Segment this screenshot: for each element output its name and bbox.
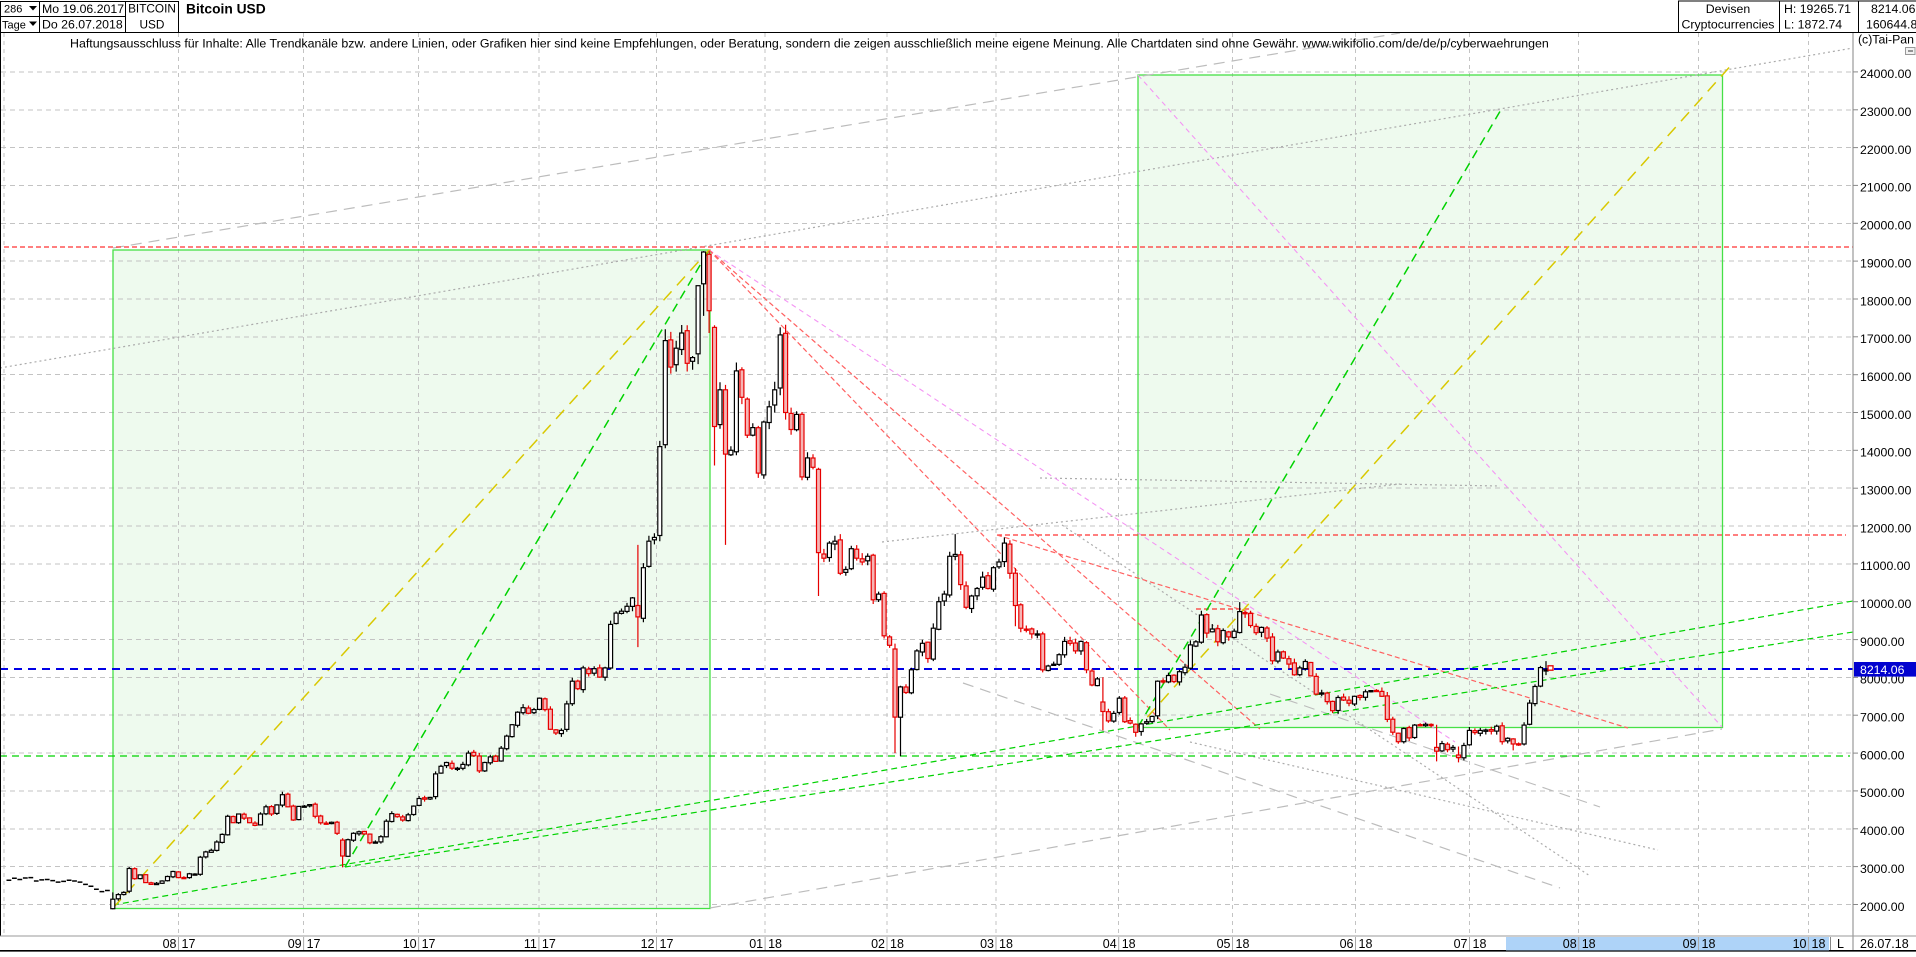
svg-text:08: 08 <box>1563 937 1577 951</box>
svg-text:Haftungsausschluss für Inhalte: Haftungsausschluss für Inhalte: Alle Tre… <box>70 37 1549 51</box>
svg-text:H: 19265.71: H: 19265.71 <box>1784 2 1851 16</box>
svg-text:Tage: Tage <box>2 19 26 31</box>
svg-text:24000.00: 24000.00 <box>1860 67 1911 81</box>
svg-text:10: 10 <box>403 937 417 951</box>
svg-text:L: 1872.74: L: 1872.74 <box>1784 18 1842 32</box>
svg-text:Bitcoin USD: Bitcoin USD <box>186 2 266 17</box>
svg-text:17: 17 <box>307 937 321 951</box>
svg-text:(c)Tai-Pan: (c)Tai-Pan <box>1858 33 1914 47</box>
svg-text:7000.00: 7000.00 <box>1860 711 1905 725</box>
svg-text:18: 18 <box>1812 937 1826 951</box>
svg-text:2000.00: 2000.00 <box>1860 900 1905 914</box>
svg-text:5000.00: 5000.00 <box>1860 786 1905 800</box>
svg-text:Mo 19.06.2017: Mo 19.06.2017 <box>42 2 124 16</box>
svg-text:18: 18 <box>890 937 904 951</box>
svg-text:07: 07 <box>1454 937 1468 951</box>
svg-text:18: 18 <box>768 937 782 951</box>
svg-text:L: L <box>1837 937 1844 951</box>
svg-text:17000.00: 17000.00 <box>1860 332 1911 346</box>
svg-text:17: 17 <box>660 937 674 951</box>
svg-text:18: 18 <box>1473 937 1487 951</box>
svg-text:18: 18 <box>1702 937 1716 951</box>
svg-text:19000.00: 19000.00 <box>1860 256 1911 270</box>
svg-text:13000.00: 13000.00 <box>1860 484 1911 498</box>
svg-text:18: 18 <box>1582 937 1596 951</box>
svg-text:04: 04 <box>1103 937 1117 951</box>
svg-text:01: 01 <box>749 937 763 951</box>
svg-text:18: 18 <box>1236 937 1250 951</box>
svg-text:20000.00: 20000.00 <box>1860 219 1911 233</box>
svg-text:11000.00: 11000.00 <box>1860 559 1911 573</box>
svg-text:11: 11 <box>524 937 537 951</box>
svg-text:Cryptocurrencies: Cryptocurrencies <box>1682 18 1775 32</box>
svg-text:Do 26.07.2018: Do 26.07.2018 <box>42 18 123 32</box>
svg-text:17: 17 <box>422 937 436 951</box>
svg-text:22000.00: 22000.00 <box>1860 143 1911 157</box>
svg-text:12000.00: 12000.00 <box>1860 521 1911 535</box>
svg-text:17: 17 <box>542 937 556 951</box>
svg-text:23000.00: 23000.00 <box>1860 105 1911 119</box>
svg-text:8214.06: 8214.06 <box>1860 663 1905 677</box>
svg-text:18: 18 <box>1359 937 1373 951</box>
svg-text:09: 09 <box>1683 937 1697 951</box>
svg-text:6000.00: 6000.00 <box>1860 748 1905 762</box>
svg-text:USD: USD <box>140 17 165 31</box>
svg-text:Devisen: Devisen <box>1706 2 1751 16</box>
svg-text:09: 09 <box>288 937 302 951</box>
svg-text:02: 02 <box>871 937 885 951</box>
svg-text:03: 03 <box>980 937 994 951</box>
svg-text:12: 12 <box>641 937 655 951</box>
svg-text:160644.8/: 160644.8/ <box>1866 18 1916 32</box>
svg-text:14000.00: 14000.00 <box>1860 446 1911 460</box>
svg-text:08: 08 <box>163 937 177 951</box>
svg-text:4000.00: 4000.00 <box>1860 824 1905 838</box>
svg-text:10000.00: 10000.00 <box>1860 597 1911 611</box>
svg-text:05: 05 <box>1217 937 1231 951</box>
svg-text:06: 06 <box>1340 937 1354 951</box>
svg-text:10: 10 <box>1793 937 1807 951</box>
svg-text:21000.00: 21000.00 <box>1860 181 1911 195</box>
svg-text:18: 18 <box>999 937 1013 951</box>
svg-text:16000.00: 16000.00 <box>1860 370 1911 384</box>
svg-text:18: 18 <box>1122 937 1136 951</box>
svg-text:18000.00: 18000.00 <box>1860 294 1911 308</box>
svg-text:8214.06: 8214.06 <box>1871 2 1916 16</box>
svg-text:26.07.18: 26.07.18 <box>1860 937 1909 951</box>
svg-text:3000.00: 3000.00 <box>1860 862 1905 876</box>
svg-text:15000.00: 15000.00 <box>1860 408 1911 422</box>
svg-text:286: 286 <box>4 4 22 16</box>
svg-text:17: 17 <box>182 937 196 951</box>
svg-text:BITCOIN: BITCOIN <box>128 2 176 16</box>
svg-text:9000.00: 9000.00 <box>1860 635 1905 649</box>
